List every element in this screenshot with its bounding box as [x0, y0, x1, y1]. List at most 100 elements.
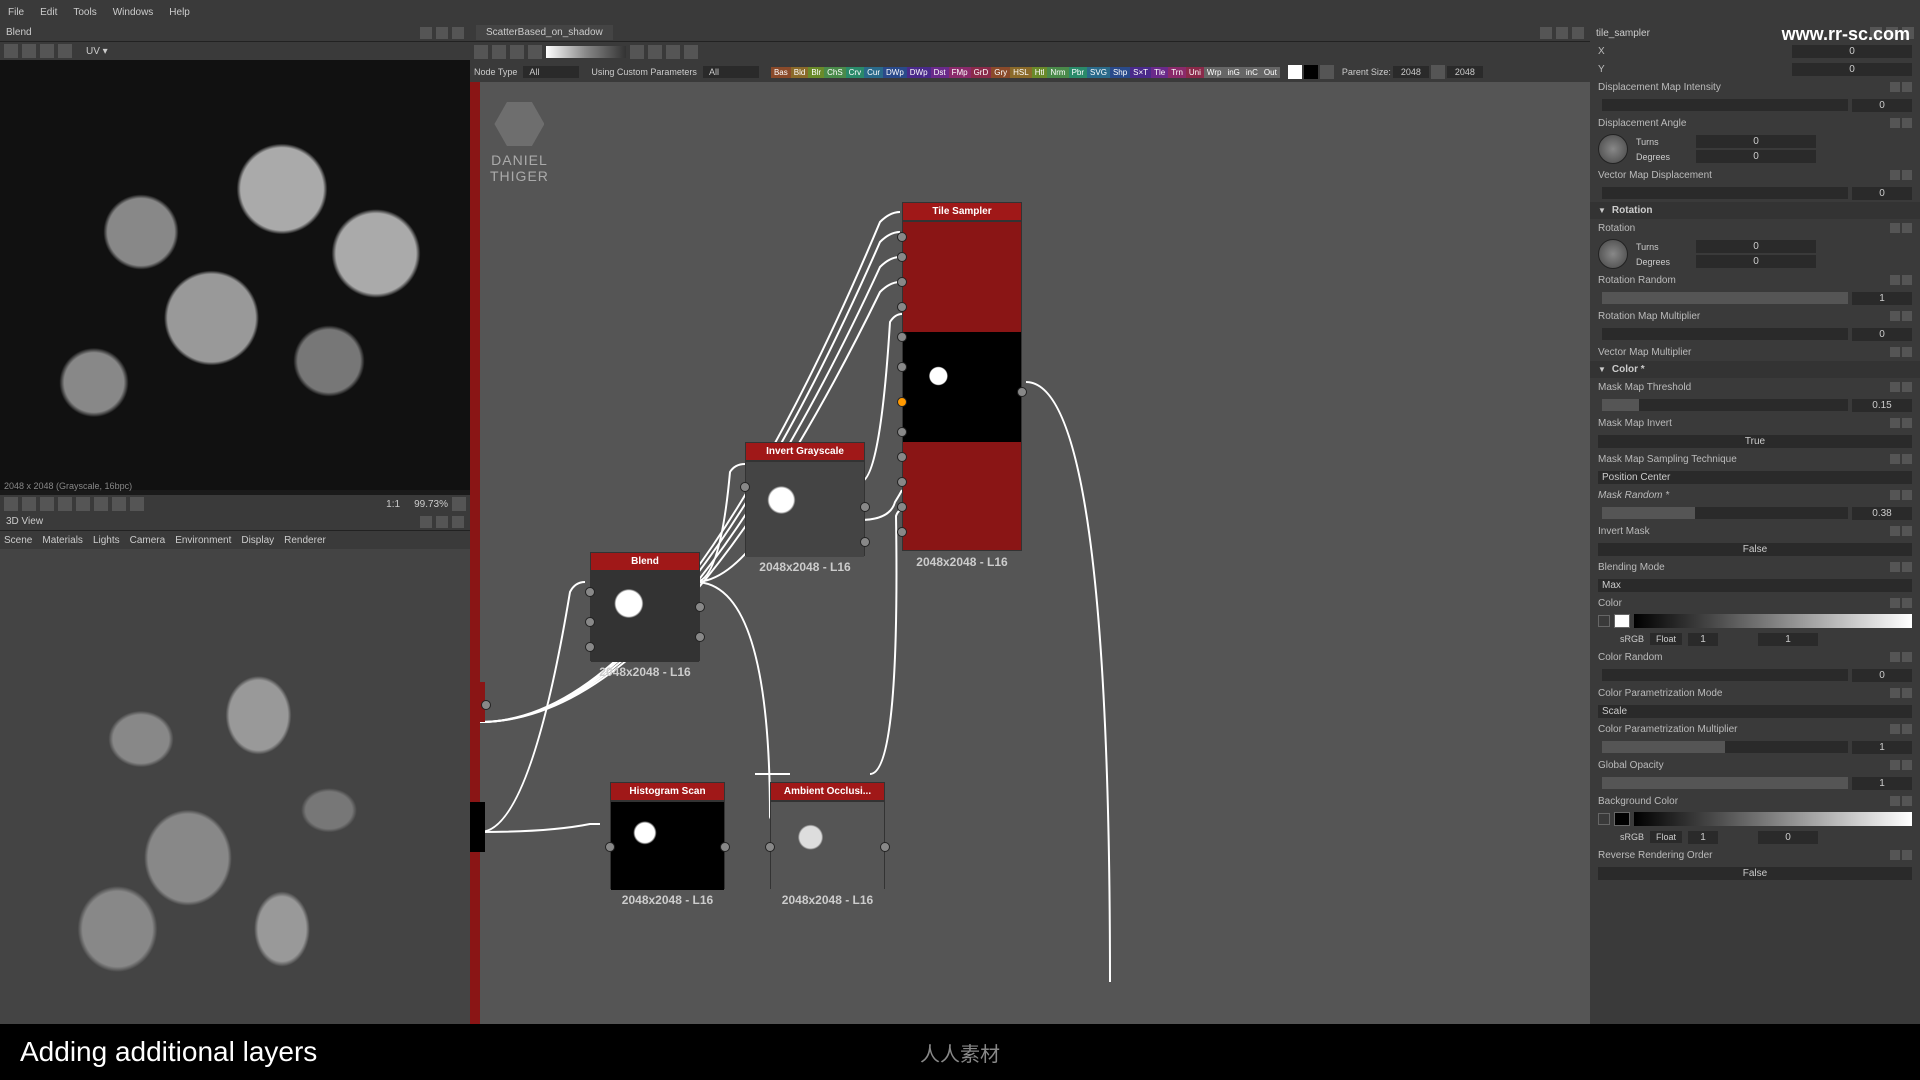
- node-port[interactable]: [720, 842, 730, 852]
- param-select[interactable]: All: [703, 66, 759, 78]
- prop-val[interactable]: False: [1598, 543, 1912, 556]
- filter-chip[interactable]: Dst: [931, 67, 949, 78]
- prop-val[interactable]: 1: [1852, 292, 1912, 305]
- reset-icon[interactable]: [1890, 562, 1900, 572]
- view3d-renderer[interactable]: Renderer: [284, 535, 326, 546]
- node-port[interactable]: [765, 842, 775, 852]
- node-port[interactable]: [605, 842, 615, 852]
- view3d-environment[interactable]: Environment: [175, 535, 231, 546]
- menu-icon[interactable]: [1902, 688, 1912, 698]
- restore-icon[interactable]: [436, 516, 448, 528]
- menu-icon[interactable]: [1902, 118, 1912, 128]
- prop-slider[interactable]: [1602, 399, 1848, 411]
- filter-chip[interactable]: Tle: [1151, 67, 1168, 78]
- view-icon[interactable]: [1320, 65, 1334, 79]
- tool-icon[interactable]: [130, 497, 144, 511]
- node-port[interactable]: [897, 527, 907, 537]
- tool-icon[interactable]: [528, 45, 542, 59]
- prop-val[interactable]: 0: [1852, 187, 1912, 200]
- reset-icon[interactable]: [1890, 382, 1900, 392]
- node-invert-grayscale[interactable]: Invert Grayscale 2048x2048 - L16: [745, 442, 865, 574]
- color-swatch[interactable]: [1614, 614, 1630, 628]
- reset-icon[interactable]: [1890, 223, 1900, 233]
- prop-slider[interactable]: [1602, 328, 1848, 340]
- tool-icon[interactable]: [112, 497, 126, 511]
- reset-icon[interactable]: [1890, 454, 1900, 464]
- reset-icon[interactable]: [1890, 796, 1900, 806]
- node-port[interactable]: [1017, 387, 1027, 397]
- view-icon[interactable]: [1288, 65, 1302, 79]
- prop-val[interactable]: 0: [1758, 831, 1818, 844]
- parent-size-select[interactable]: 2048: [1393, 66, 1429, 78]
- filter-chip[interactable]: DWp: [883, 67, 907, 78]
- node-port[interactable]: [897, 452, 907, 462]
- menu-icon[interactable]: [1902, 311, 1912, 321]
- filter-chip[interactable]: Htl: [1032, 67, 1048, 78]
- prop-val[interactable]: False: [1598, 867, 1912, 880]
- node-port[interactable]: [897, 427, 907, 437]
- graph-tab[interactable]: ScatterBased_on_shadow: [476, 25, 613, 40]
- node-port[interactable]: [860, 537, 870, 547]
- node-blend[interactable]: Blend 2048x2048 - L16: [590, 552, 700, 679]
- eyedropper-icon[interactable]: [1598, 615, 1610, 627]
- tool-icon[interactable]: [630, 45, 644, 59]
- filter-chip[interactable]: Nrm: [1047, 67, 1068, 78]
- filter-chip[interactable]: inG: [1224, 67, 1242, 78]
- menu-icon[interactable]: [1902, 82, 1912, 92]
- tool-icon[interactable]: [40, 44, 54, 58]
- menu-icon[interactable]: [1902, 526, 1912, 536]
- reset-icon[interactable]: [1890, 311, 1900, 321]
- node-port[interactable]: [897, 302, 907, 312]
- prop-val[interactable]: 1: [1688, 831, 1718, 844]
- prop-slider[interactable]: [1602, 669, 1848, 681]
- filter-chip[interactable]: Bld: [791, 67, 809, 78]
- node-port[interactable]: [481, 700, 491, 710]
- reset-icon[interactable]: [1890, 418, 1900, 428]
- node-port[interactable]: [860, 502, 870, 512]
- menu-windows[interactable]: Windows: [113, 7, 154, 18]
- tool-icon[interactable]: [452, 497, 466, 511]
- prop-y-value[interactable]: 0: [1792, 63, 1912, 76]
- node-port[interactable]: [897, 397, 907, 407]
- tool-icon[interactable]: [40, 497, 54, 511]
- eyedropper-icon[interactable]: [1598, 813, 1610, 825]
- prop-val[interactable]: 1: [1688, 633, 1718, 646]
- filter-chip[interactable]: S×T: [1130, 67, 1151, 78]
- prop-slider[interactable]: [1602, 741, 1848, 753]
- view3d-camera[interactable]: Camera: [130, 535, 166, 546]
- close-icon[interactable]: [452, 516, 464, 528]
- pin-icon[interactable]: [420, 27, 432, 39]
- filter-chip[interactable]: Out: [1261, 67, 1280, 78]
- view2d-tab[interactable]: Blend: [6, 27, 32, 38]
- filter-chip[interactable]: Crv: [846, 67, 864, 78]
- view2d-panel[interactable]: 2048 x 2048 (Grayscale, 16bpc): [0, 60, 470, 495]
- color-swatch[interactable]: [1614, 812, 1630, 826]
- menu-icon[interactable]: [1902, 724, 1912, 734]
- node-ambient-occlusion[interactable]: Ambient Occlusi... 2048x2048 - L16: [770, 782, 885, 907]
- close-icon[interactable]: [452, 27, 464, 39]
- menu-icon[interactable]: [1902, 170, 1912, 180]
- size2-select[interactable]: 2048: [1447, 66, 1483, 78]
- menu-icon[interactable]: [1902, 382, 1912, 392]
- menu-icon[interactable]: [1902, 347, 1912, 357]
- prop-slider[interactable]: [1602, 507, 1848, 519]
- node-port[interactable]: [897, 502, 907, 512]
- prop-tab[interactable]: tile_sampler: [1596, 28, 1650, 39]
- prop-slider[interactable]: [1602, 99, 1848, 111]
- angle-dial[interactable]: [1598, 134, 1628, 164]
- filter-chip[interactable]: inC: [1243, 67, 1261, 78]
- node-port[interactable]: [897, 232, 907, 242]
- tool-icon[interactable]: [648, 45, 662, 59]
- prop-val[interactable]: 1: [1852, 741, 1912, 754]
- view-icon[interactable]: [1304, 65, 1318, 79]
- tool-icon[interactable]: [492, 45, 506, 59]
- prop-slider[interactable]: [1602, 187, 1848, 199]
- float-label[interactable]: Float: [1650, 633, 1682, 645]
- node-port[interactable]: [695, 632, 705, 642]
- close-icon[interactable]: [1572, 27, 1584, 39]
- restore-icon[interactable]: [436, 27, 448, 39]
- reset-icon[interactable]: [1890, 850, 1900, 860]
- turns-val[interactable]: 0: [1696, 135, 1816, 148]
- reset-icon[interactable]: [1890, 118, 1900, 128]
- node-port[interactable]: [880, 842, 890, 852]
